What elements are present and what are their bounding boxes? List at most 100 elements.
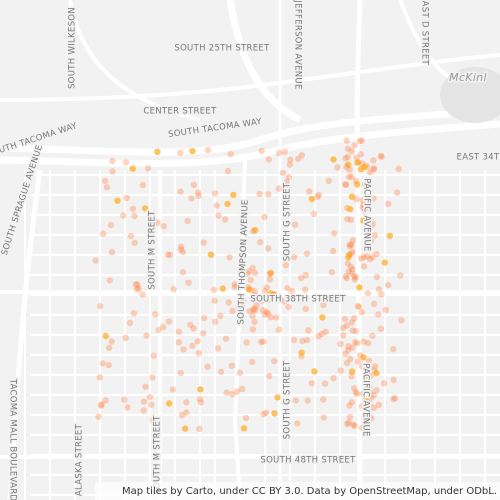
- point: [363, 426, 371, 434]
- point: [227, 151, 234, 158]
- point: [369, 220, 376, 228]
- point: [357, 352, 364, 359]
- point: [385, 200, 392, 207]
- point: [351, 385, 358, 392]
- point: [248, 358, 256, 366]
- point: [228, 362, 236, 369]
- point: [302, 286, 309, 293]
- point: [149, 374, 156, 381]
- point: [298, 152, 306, 159]
- point: [257, 338, 265, 346]
- point: [260, 338, 267, 345]
- point: [321, 380, 329, 387]
- point: [131, 212, 138, 220]
- point: [347, 355, 354, 363]
- point: [286, 161, 293, 168]
- point: [251, 306, 259, 314]
- point: [345, 173, 353, 180]
- point: [194, 189, 202, 196]
- point: [224, 167, 232, 175]
- point: [150, 352, 157, 359]
- point: [346, 243, 354, 250]
- point: [290, 336, 298, 344]
- point: [328, 269, 335, 276]
- point: [164, 251, 172, 258]
- point: [345, 268, 352, 275]
- point: [105, 344, 113, 351]
- point: [245, 268, 253, 275]
- point: [331, 230, 338, 237]
- street-label: SOUTH TACOMA WAY: [168, 117, 263, 140]
- point: [235, 304, 243, 312]
- point: [366, 255, 374, 263]
- point: [261, 213, 268, 221]
- point: [177, 149, 184, 157]
- point: [146, 393, 154, 401]
- point: [281, 298, 288, 305]
- street-label: TACOMA MALL BOULEVARD: [8, 378, 18, 500]
- point: [196, 425, 203, 432]
- point: [264, 310, 272, 317]
- point: [109, 168, 116, 175]
- point: [121, 396, 128, 403]
- point: [122, 159, 130, 166]
- point: [344, 260, 352, 267]
- point: [292, 221, 299, 228]
- point: [386, 232, 393, 240]
- point: [391, 395, 399, 402]
- point: [190, 181, 198, 189]
- point: [373, 369, 380, 377]
- point: [179, 248, 187, 256]
- point: [351, 422, 358, 429]
- point: [354, 159, 361, 166]
- point: [304, 397, 311, 404]
- point: [358, 137, 365, 144]
- point: [366, 401, 373, 408]
- point: [134, 281, 141, 288]
- point: [364, 290, 372, 297]
- point: [344, 153, 351, 161]
- point: [245, 286, 253, 293]
- point: [262, 409, 270, 416]
- point: [236, 369, 243, 376]
- point: [349, 344, 356, 351]
- point: [357, 151, 364, 158]
- point: [345, 161, 352, 168]
- point: [370, 392, 377, 399]
- point: [271, 410, 278, 417]
- point: [373, 273, 381, 281]
- attribution: Map tiles by Carto, under CC BY 3.0. Dat…: [122, 486, 497, 497]
- point: [358, 403, 365, 410]
- point: [129, 205, 137, 212]
- point: [344, 420, 351, 428]
- point: [349, 421, 357, 428]
- point: [360, 390, 367, 397]
- point: [240, 277, 247, 284]
- point: [359, 160, 366, 167]
- point: [348, 399, 356, 406]
- point: [219, 285, 226, 292]
- point: [341, 315, 349, 323]
- point: [288, 287, 296, 295]
- point: [265, 191, 272, 198]
- point: [139, 291, 146, 298]
- point: [353, 177, 360, 184]
- point: [370, 367, 378, 374]
- street-label: SOUTH 25TH STREET: [174, 44, 270, 54]
- point: [274, 394, 281, 401]
- point: [197, 399, 205, 406]
- point: [348, 373, 355, 380]
- point: [371, 232, 379, 239]
- point: [363, 375, 370, 382]
- point: [365, 357, 373, 365]
- point: [238, 267, 245, 274]
- point: [360, 202, 367, 209]
- point: [275, 185, 282, 192]
- point: [271, 291, 279, 298]
- point: [310, 210, 318, 218]
- point: [177, 369, 184, 377]
- point: [242, 414, 250, 422]
- point: [322, 328, 329, 335]
- point: [267, 314, 275, 321]
- point: [197, 386, 204, 393]
